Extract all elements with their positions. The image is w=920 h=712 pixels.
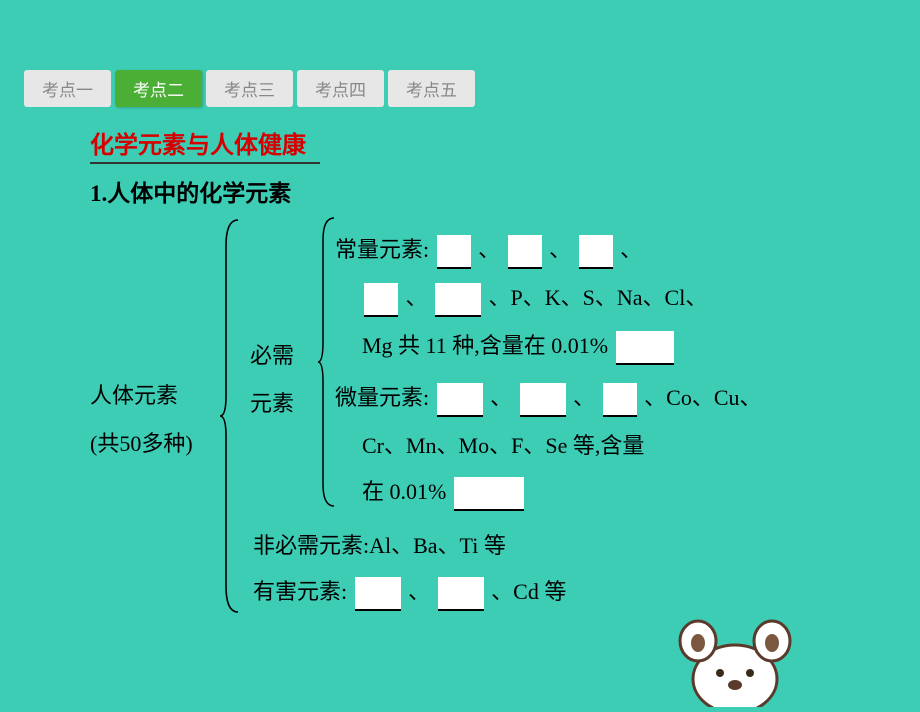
content-area: 化学元素与人体健康 1.人体中的化学元素 人体元素 (共50多种) 必需 元素 … xyxy=(0,107,920,622)
blank-harmful-2[interactable] xyxy=(438,577,484,611)
sep: 、 xyxy=(408,579,430,604)
macro-rest-1: 、P、K、S、Na、Cl、 xyxy=(489,285,708,310)
blank-harmful-1[interactable] xyxy=(355,577,401,611)
sep: 、 xyxy=(549,237,571,262)
micro-label: 微量元素: xyxy=(335,385,429,410)
harmful-label: 有害元素: xyxy=(253,579,347,604)
mascot-icon xyxy=(670,617,800,712)
blank-micro-threshold[interactable] xyxy=(454,477,524,511)
mid-label-line1: 必需 xyxy=(250,332,294,380)
micro-tail-1: 、Co、Cu、 xyxy=(644,385,761,410)
blank-micro-1[interactable] xyxy=(437,383,483,417)
tab-1[interactable]: 考点一 xyxy=(24,70,111,107)
macro-elements-line2: 、 、P、K、S、Na、Cl、 xyxy=(362,274,707,322)
section-number: 1 xyxy=(90,181,102,206)
mid-label: 必需 元素 xyxy=(250,332,294,429)
sep: 、 xyxy=(478,237,500,262)
blank-macro-5[interactable] xyxy=(435,283,481,317)
micro-elements-line2: Cr、Mn、Mo、F、Se 等,含量 xyxy=(362,422,644,470)
blank-macro-4[interactable] xyxy=(364,283,398,317)
section-title: 化学元素与人体健康 xyxy=(90,125,320,164)
sep: 、 xyxy=(490,385,512,410)
left-label-line1: 人体元素 xyxy=(90,372,193,420)
tab-4[interactable]: 考点四 xyxy=(297,70,384,107)
section-heading: .人体中的化学元素 xyxy=(102,181,292,206)
tab-3[interactable]: 考点三 xyxy=(206,70,293,107)
sep: 、 xyxy=(406,285,428,310)
harmful-tail: 、Cd 等 xyxy=(491,579,566,604)
harmful-line: 有害元素: 、 、Cd 等 xyxy=(253,568,566,616)
macro-elements-line3: Mg 共 11 种,含量在 0.01% xyxy=(362,322,676,370)
blank-macro-1[interactable] xyxy=(437,235,471,269)
left-label: 人体元素 (共50多种) xyxy=(90,372,193,469)
macro-rest-2: Mg 共 11 种,含量在 0.01% xyxy=(362,333,608,358)
micro-rest-1: Cr、Mn、Mo、F、Se 等,含量 xyxy=(362,433,644,458)
macro-label: 常量元素: xyxy=(335,237,429,262)
nonessential-text: 非必需元素:Al、Ba、Ti 等 xyxy=(253,533,506,558)
blank-micro-3[interactable] xyxy=(603,383,637,417)
blank-macro-threshold[interactable] xyxy=(616,331,674,365)
left-label-line2: (共50多种) xyxy=(90,420,193,468)
sep: 、 xyxy=(573,385,595,410)
blank-macro-3[interactable] xyxy=(579,235,613,269)
sep: 、 xyxy=(620,237,642,262)
blank-micro-2[interactable] xyxy=(520,383,566,417)
micro-elements-line3: 在 0.01% xyxy=(362,468,526,516)
macro-elements-line1: 常量元素: 、 、 、 xyxy=(335,226,642,274)
tabs-bar: 考点一 考点二 考点三 考点四 考点五 xyxy=(0,0,920,107)
tab-2[interactable]: 考点二 xyxy=(115,70,202,107)
outer-brace-icon xyxy=(218,216,242,633)
section-subtitle: 1.人体中的化学元素 xyxy=(90,174,920,208)
blank-macro-2[interactable] xyxy=(508,235,542,269)
micro-rest-2: 在 0.01% xyxy=(362,479,446,504)
tab-5[interactable]: 考点五 xyxy=(388,70,475,107)
nonessential-line: 非必需元素:Al、Ba、Ti 等 xyxy=(253,522,506,570)
mid-label-line2: 元素 xyxy=(250,380,294,428)
micro-elements-line1: 微量元素: 、 、 、Co、Cu、 xyxy=(335,374,762,422)
classification-diagram: 人体元素 (共50多种) 必需 元素 常量元素: 、 、 、 xyxy=(90,222,920,622)
